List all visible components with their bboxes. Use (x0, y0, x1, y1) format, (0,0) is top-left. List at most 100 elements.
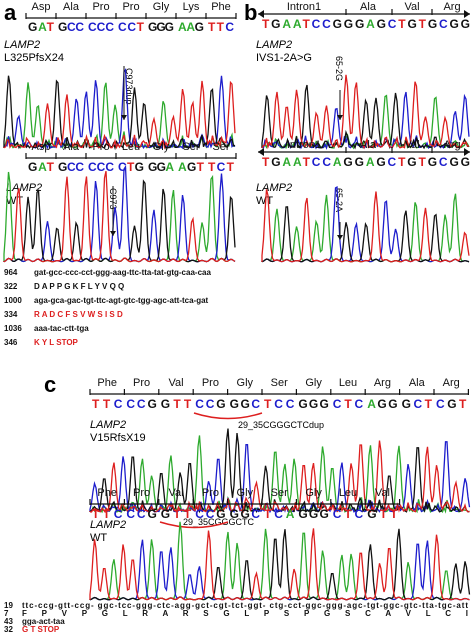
codon-nucleotides: CCC (88, 20, 114, 34)
codon-nucleotides: TTC (208, 20, 234, 34)
amino-acid-label: Gly (305, 487, 322, 499)
panel-a-wt: LAMP2 WT C973 AspGATAlaGCCProCCCLeuCTGGl… (3, 141, 237, 263)
amino-acid-label: Gly (153, 1, 170, 13)
panel-c-sequence: 19 ttc-ccg-gtt-ccg- ggc-tcc-ggg-ctc-agg-g… (4, 601, 468, 633)
amino-acid-label: Val (375, 487, 390, 499)
mutation-label: WT (256, 195, 273, 207)
amino-acid-label: Gly (305, 377, 322, 389)
amino-acid-label: Ser (271, 377, 288, 389)
amino-acid-label: Ala (63, 1, 80, 13)
intron-label: Intron1 (287, 1, 321, 13)
sequence-position: 7 (4, 609, 9, 618)
amino-acid-label: Pro (202, 377, 219, 389)
mutation-label: WT (90, 532, 107, 544)
amino-acid-label: Val (168, 377, 183, 389)
sequence-text: ttc-ccg-gtt-ccg- ggc-tcc-ggg-ctc-agg-gct… (22, 601, 468, 610)
sequence-text: aaa-tac-ctt-tga (34, 324, 89, 333)
sequence-position: 1000 (4, 296, 22, 305)
amino-acid-label: Ala (63, 141, 80, 153)
sequence-position: 1036 (4, 324, 22, 333)
annotation-label: 65-2G (334, 56, 344, 81)
gene-label: LAMP2 (4, 39, 40, 51)
codon-nucleotides: AGT (178, 160, 205, 174)
chromatogram-trace (3, 179, 236, 263)
sequence-position: 32 (4, 625, 13, 633)
mutation-label: WT (6, 195, 23, 207)
amino-acid-label: Ser (271, 487, 288, 499)
gene-label: LAMP2 (90, 419, 126, 431)
codon-nucleotides: CTG (118, 160, 144, 174)
annotation-label: 29_35CGGGCTC (183, 517, 255, 527)
amino-acid-label: Phe (211, 1, 231, 13)
annotation-label: 65-2A (334, 188, 344, 212)
codon-nucleotides: AAG (178, 20, 204, 34)
codon-nucleotides: GGG (148, 20, 174, 34)
amino-acid-label: Pro (122, 1, 139, 13)
mutation-label: V15RfsX19 (90, 432, 146, 444)
amino-acid-label: Arg (443, 139, 460, 151)
amino-acid-label: Ala (360, 139, 377, 151)
amino-acid-label: Pro (92, 141, 109, 153)
chromatogram-trace (3, 80, 236, 150)
amino-acid-label: Val (404, 139, 419, 151)
amino-acid-label: Ala (360, 1, 377, 13)
sequence-text: gga-act-taa (22, 617, 65, 626)
sequence-text: R A D C F S V W S I S D (34, 310, 123, 319)
amino-acid-label: Pro (133, 377, 150, 389)
codon-nucleotides: TCT (208, 160, 235, 174)
sequence-text: gat-gcc-ccc-cct-ggg-aag-ttc-tta-tat-gtg-… (34, 268, 211, 277)
amino-acid-label: Asp (32, 141, 51, 153)
amino-acid-label: Gly (237, 377, 254, 389)
amino-acid-label: Pro (133, 487, 150, 499)
chromatogram-trace (89, 440, 470, 514)
mutation-label: IVS1-2A>G (256, 52, 312, 64)
intron-label: Intron1 (287, 139, 321, 151)
panel-a-label: a (4, 0, 17, 25)
sequence-position: 346 (4, 338, 18, 347)
codon-nucleotides: GCC (58, 20, 84, 34)
amino-acid-label: Arg (443, 377, 460, 389)
panel-c-wt: LAMP2 WT 29_35CGGGCTC Phe T T C Pro C C G Val G T T… (89, 487, 471, 601)
amino-acid-label: Leu (339, 377, 357, 389)
amino-acid-label: Gly (153, 141, 170, 153)
chromatogram-trace (89, 528, 470, 601)
chromatogram-trace (3, 170, 236, 263)
sequence-position: 43 (4, 617, 13, 626)
sequence-position: 322 (4, 282, 18, 291)
codon-nucleotides: GGG (298, 507, 328, 521)
sequence-position: 19 (4, 601, 13, 610)
amino-acid-label: Asp (32, 1, 51, 13)
amino-acid-label: Pro (92, 1, 109, 13)
amino-acid-label: Phe (97, 487, 117, 499)
panel-b-mutant: LAMP2 IVS1-2A>G 65-2G Intron1 Ala Val Arg T G… (256, 1, 470, 150)
codon-nucleotides: GGA (148, 160, 174, 174)
sequence-position: 334 (4, 310, 18, 319)
panel-c-mutant: LAMP2 V15RfsX19 29_35CGGGCTCdup Phe T T C Pr… (89, 377, 471, 514)
panel-a-sequence: 964 gat-gcc-ccc-cct-ggg-aag-ttc-tta-tat-g… (4, 268, 211, 347)
amino-acid-label: Leu (122, 141, 140, 153)
gene-label: LAMP2 (256, 39, 292, 51)
codon-nucleotides: CCC (88, 160, 114, 174)
panel-a-mutant: LAMP2 L325PfsX24 C973dup Asp GAT Ala GCC Pro… (3, 1, 237, 151)
codon-nucleotides: GGG (298, 397, 328, 411)
amino-acid-label: Ser (182, 141, 199, 153)
codon-nucleotides: GAT (28, 20, 55, 34)
amino-acid-label: Arg (374, 377, 391, 389)
amino-acid-label: Ser (212, 141, 229, 153)
amino-acid-label: Val (404, 1, 419, 13)
annotation-label: C973dup (124, 68, 134, 105)
sequence-text: D A P P G K F L Y V Q Q (34, 282, 124, 291)
